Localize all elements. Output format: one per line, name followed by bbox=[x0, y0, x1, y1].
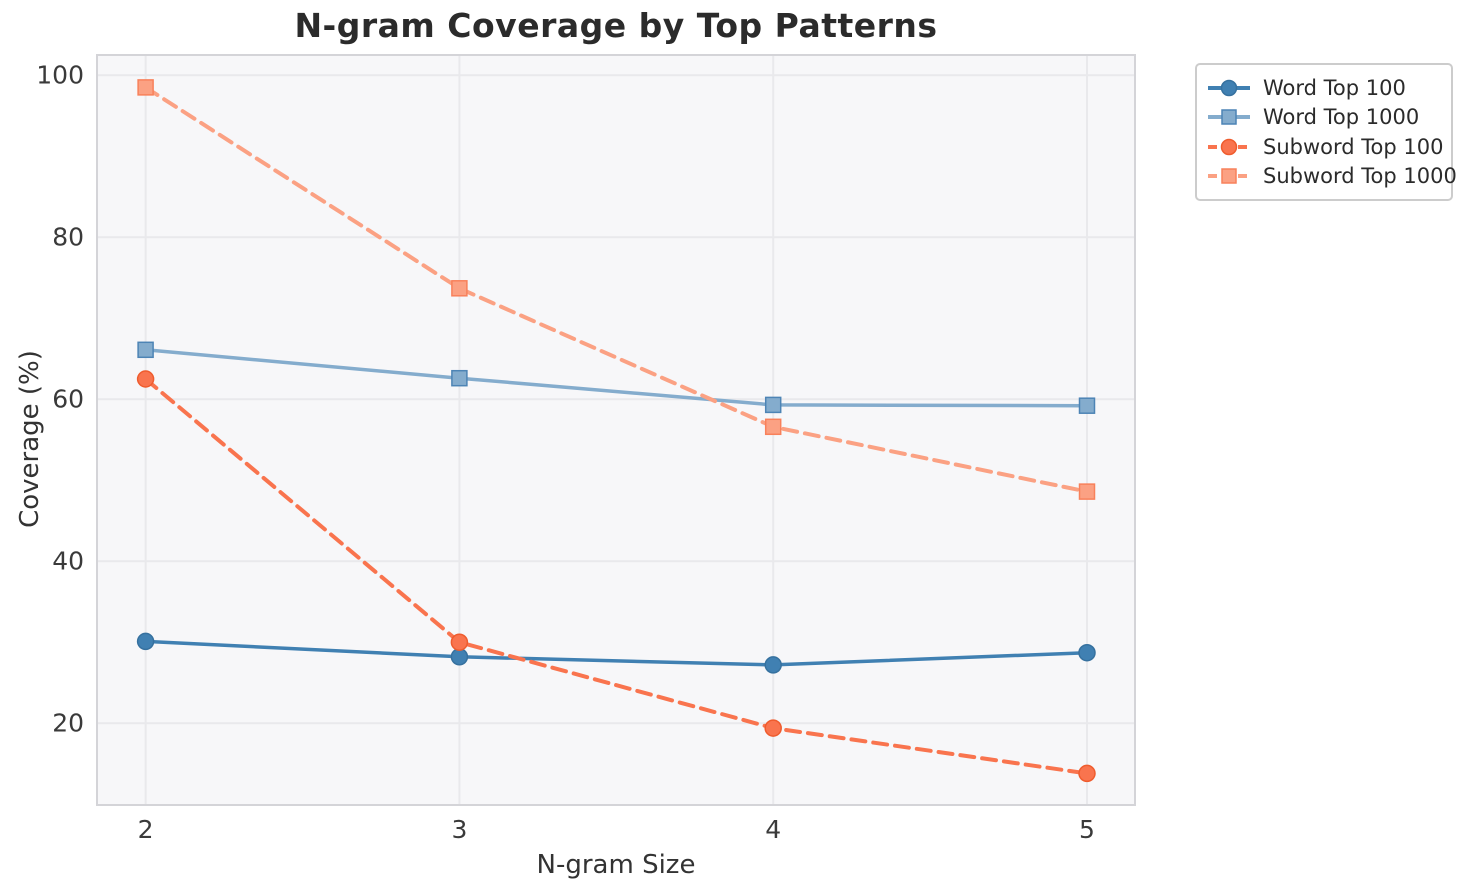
legend-line-circle-icon bbox=[1208, 79, 1250, 96]
y-tick-label: 80 bbox=[52, 222, 84, 252]
legend-item: Word Top 1000 bbox=[1207, 103, 1439, 133]
y-tick-label: 20 bbox=[52, 708, 84, 738]
x-tick-label: 5 bbox=[1079, 815, 1095, 844]
x-tick-label: 3 bbox=[451, 815, 468, 844]
legend-item-label: Subword Top 100 bbox=[1263, 134, 1444, 159]
legend-item-label: Subword Top 1000 bbox=[1263, 164, 1457, 189]
y-axis-label: Coverage (%) bbox=[15, 350, 45, 528]
legend-item-label: Word Top 100 bbox=[1263, 75, 1406, 100]
x-axis-label: N-gram Size bbox=[536, 850, 696, 880]
y-tick-label: 40 bbox=[52, 546, 84, 576]
legend-item: Subword Top 100 bbox=[1207, 132, 1443, 162]
legend-line-square-icon bbox=[1208, 109, 1250, 125]
y-tick-label: 100 bbox=[36, 60, 84, 90]
legend-line-circle-icon bbox=[1208, 138, 1250, 155]
y-tick-label: 60 bbox=[52, 384, 84, 414]
legend-item: Word Top 100 bbox=[1207, 73, 1439, 103]
legend: Word Top 100 Word Top 1000 Subword Top 100… bbox=[1195, 63, 1457, 201]
x-tick-label: 2 bbox=[137, 815, 154, 844]
x-tick-label: 4 bbox=[765, 815, 782, 844]
legend-line-square-icon bbox=[1208, 168, 1250, 184]
chart-title: N-gram Coverage by Top Patterns bbox=[294, 6, 938, 45]
legend-item-label: Word Top 1000 bbox=[1263, 105, 1420, 130]
legend-item: Subword Top 1000 bbox=[1207, 162, 1457, 192]
